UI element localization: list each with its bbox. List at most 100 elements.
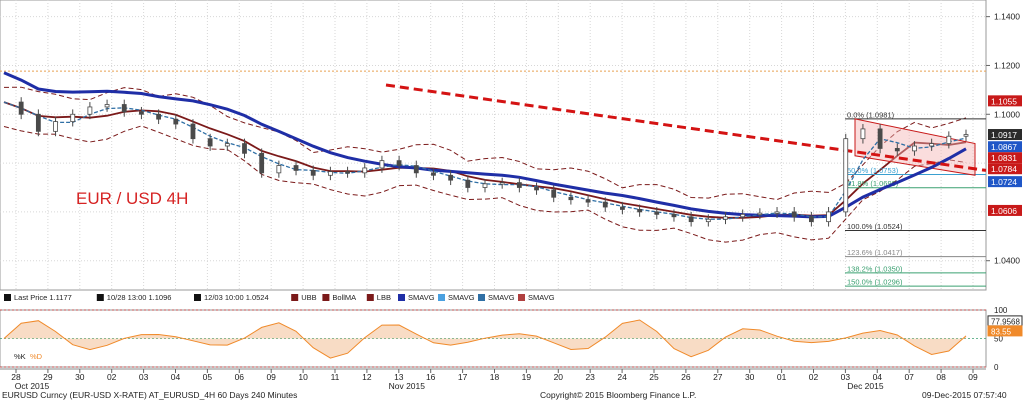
candle-body [276, 165, 282, 174]
legend-swatch [518, 294, 525, 301]
candle-body [688, 216, 694, 223]
footer-left: EURUSD Curncy (EUR-USD X-RATE) AT_EURUSD… [2, 390, 297, 400]
candle-body [173, 118, 179, 125]
footer-center: Copyright© 2015 Bloomberg Finance L.P. [540, 390, 696, 400]
legend-label: BollMA [332, 293, 356, 302]
legend-swatch [4, 294, 11, 301]
descending-trendline [385, 83, 987, 172]
candle-body [963, 134, 969, 137]
candle-body [327, 171, 333, 176]
candle-body [499, 182, 505, 185]
candle-body [35, 113, 41, 132]
candle-body [602, 201, 608, 208]
x-tick-label: 20 [554, 372, 564, 382]
fib-level-label: 150.0% (1.0296) [847, 278, 903, 287]
x-tick-label: 09 [266, 372, 276, 382]
x-tick-label: 04 [171, 372, 181, 382]
price-label-box [988, 95, 1022, 107]
candle-body [156, 113, 162, 120]
x-tick-label: 04 [873, 372, 883, 382]
x-tick-label: 02 [809, 372, 819, 382]
x-tick-label: 12 [362, 372, 372, 382]
x-tick-label: 01 [777, 372, 787, 382]
chart-title: EUR / USD 4H [76, 189, 188, 208]
lower-bollinger-band [3, 125, 967, 243]
price-tick-label: 1.1400 [994, 12, 1020, 22]
candle-body [791, 211, 797, 218]
candle-body [516, 182, 522, 188]
legend-label: SMAVG [528, 293, 555, 302]
candle-body [894, 148, 900, 152]
moving-averages [3, 71, 967, 220]
candle-body [345, 171, 350, 174]
sma-long-line [3, 71, 967, 219]
candle-body [87, 106, 93, 115]
x-tick-label: 08 [936, 372, 946, 382]
stoch-level-label: 100 [994, 306, 1008, 315]
stoch-level-label: 50 [994, 335, 1003, 344]
stoch-value: 83.55 [991, 327, 1012, 336]
legend-swatch [194, 294, 201, 301]
legend-label: Last Price 1.1177 [14, 293, 72, 302]
candle-body [808, 216, 814, 223]
candle-body [671, 213, 677, 218]
x-tick-label: 26 [681, 372, 691, 382]
candle-body [104, 104, 110, 108]
candle-body [259, 152, 265, 174]
price-label-box [988, 141, 1022, 153]
candle-body [310, 170, 316, 176]
fib-level-label: 61.8% (1.0699) [847, 179, 899, 188]
x-tick-label: 16 [426, 372, 436, 382]
candle-body [18, 101, 24, 115]
candle-body [740, 213, 746, 218]
x-tick-label: 30 [75, 372, 85, 382]
candle-body [757, 212, 763, 216]
price-label-box [988, 204, 1022, 216]
candle-body [654, 211, 660, 215]
fib-level-label: 50.0% (1.0753) [847, 166, 899, 175]
x-tick-label: 29 [43, 372, 53, 382]
x-tick-label: 11 [331, 372, 340, 382]
x-tick-label: 13 [394, 372, 404, 382]
candle-body [53, 121, 58, 132]
x-month-label: Nov 2015 [389, 381, 426, 391]
price-tick-label: 1.1000 [994, 109, 1020, 119]
candle-body [121, 104, 127, 113]
candle-body [190, 123, 196, 140]
x-tick-label: 30 [745, 372, 755, 382]
legend-swatch [291, 294, 299, 301]
price-tick-label: 1.1200 [994, 60, 1020, 70]
x-tick-label: 10 [298, 372, 308, 382]
fib-level-label: 123.6% (1.0417) [847, 248, 903, 257]
price-label: 1.0867 [991, 142, 1017, 152]
main-plot-frame [0, 0, 987, 291]
x-tick-label: 28 [11, 372, 21, 382]
candle-body [431, 172, 436, 176]
stoch-fill [4, 320, 966, 359]
candle-body [912, 145, 917, 152]
stoch-legend-label: %K [14, 352, 26, 361]
candle-body [637, 209, 643, 213]
candle-body [723, 216, 728, 220]
candle-body [551, 189, 557, 198]
x-tick-label: 23 [585, 372, 595, 382]
candle-body [774, 211, 780, 214]
x-month-label: Dec 2015 [847, 381, 884, 391]
candle-body [826, 211, 831, 223]
candle-body [929, 143, 935, 147]
candle-body [413, 165, 419, 174]
candle-body [705, 218, 711, 223]
candle-body [396, 160, 402, 166]
candlesticks [18, 97, 969, 227]
trendlines [385, 83, 987, 172]
candle-body [946, 135, 952, 144]
x-tick-label: 24 [617, 372, 627, 382]
legend-label: UBB [301, 293, 316, 302]
candle-body [224, 143, 230, 147]
price-label-box [988, 163, 1022, 175]
candle-body [207, 138, 213, 147]
x-tick-label: 18 [490, 372, 500, 382]
candle-body [585, 199, 591, 203]
